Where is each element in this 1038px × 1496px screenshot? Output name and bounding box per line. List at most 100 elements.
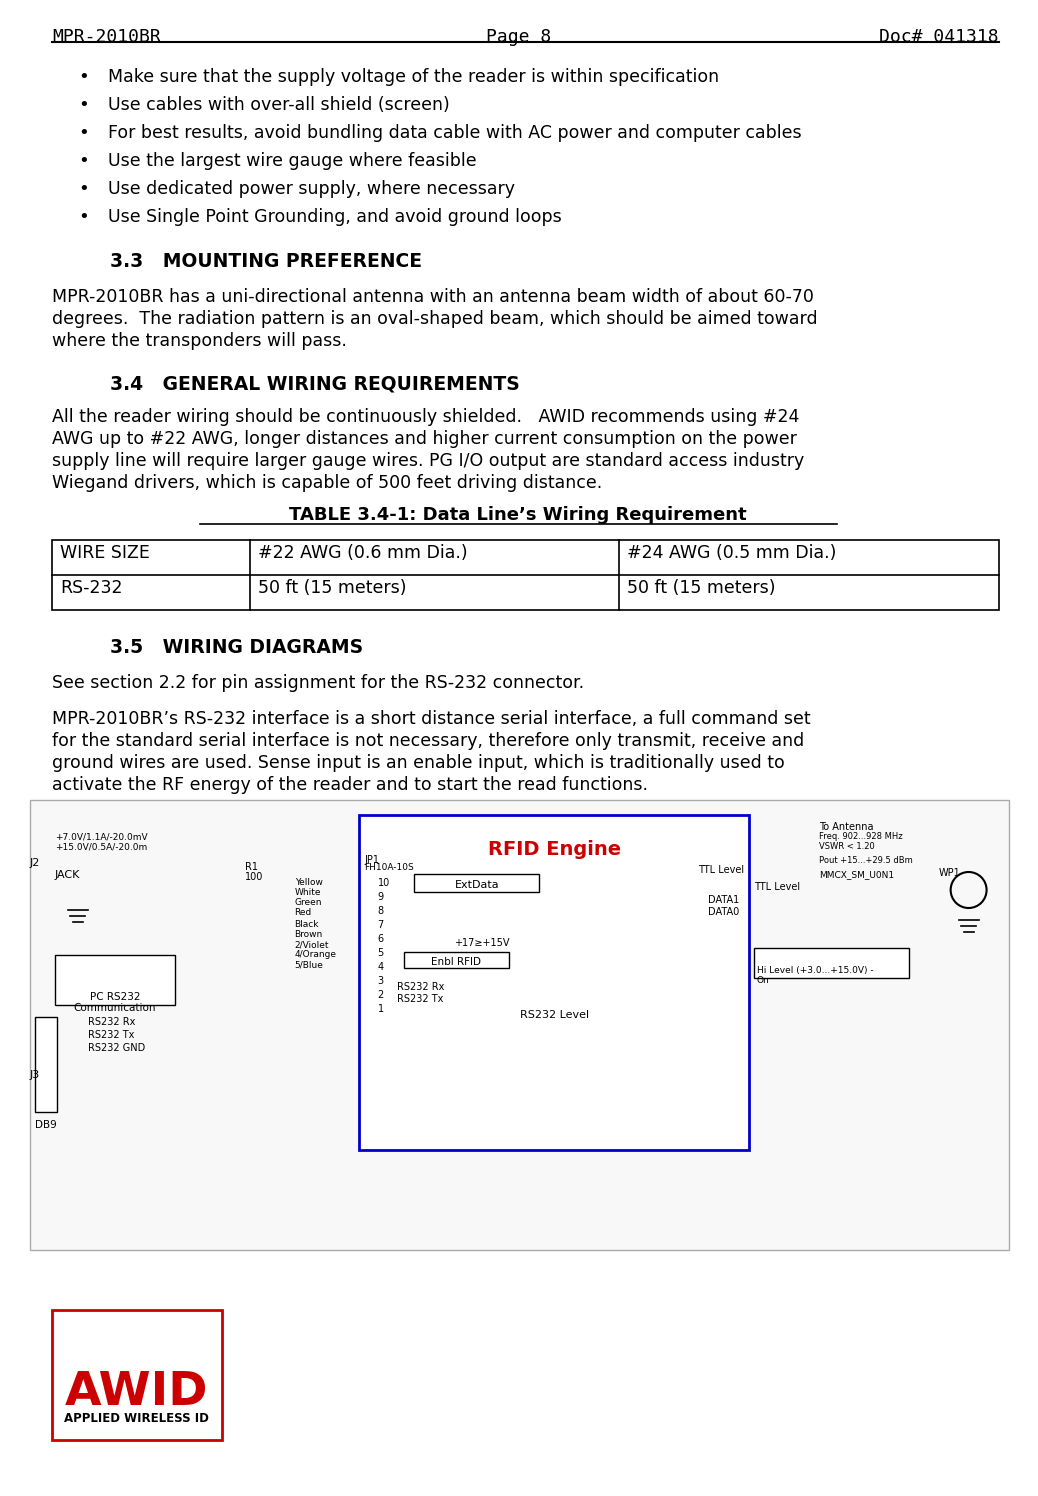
Text: Freq. 902...928 MHz: Freq. 902...928 MHz bbox=[819, 832, 902, 841]
Text: 50 ft (15 meters): 50 ft (15 meters) bbox=[627, 579, 775, 597]
Text: 3.4   GENERAL WIRING REQUIREMENTS: 3.4 GENERAL WIRING REQUIREMENTS bbox=[110, 374, 520, 393]
Bar bbox=[754, 948, 908, 978]
Text: RS232 Level: RS232 Level bbox=[520, 1010, 589, 1020]
Text: •: • bbox=[78, 180, 88, 197]
Text: 5/Blue: 5/Blue bbox=[295, 960, 324, 969]
Text: APPLIED WIRELESS ID: APPLIED WIRELESS ID bbox=[64, 1412, 210, 1426]
Text: See section 2.2 for pin assignment for the RS-232 connector.: See section 2.2 for pin assignment for t… bbox=[52, 675, 584, 693]
Bar bbox=[414, 874, 539, 892]
Text: On: On bbox=[757, 975, 769, 984]
Text: 6: 6 bbox=[378, 934, 384, 944]
Text: 3.5   WIRING DIAGRAMS: 3.5 WIRING DIAGRAMS bbox=[110, 637, 363, 657]
Text: Use the largest wire gauge where feasible: Use the largest wire gauge where feasibl… bbox=[108, 153, 476, 171]
Text: •: • bbox=[78, 208, 88, 226]
Text: Communication: Communication bbox=[74, 1002, 156, 1013]
Text: Use Single Point Grounding, and avoid ground loops: Use Single Point Grounding, and avoid gr… bbox=[108, 208, 562, 226]
Text: RS232 Rx: RS232 Rx bbox=[88, 1017, 135, 1026]
Text: Green: Green bbox=[295, 898, 322, 907]
Text: AWID: AWID bbox=[65, 1370, 209, 1415]
Text: J3: J3 bbox=[30, 1070, 40, 1080]
Text: Doc# 041318: Doc# 041318 bbox=[879, 28, 999, 46]
Text: 1: 1 bbox=[378, 1004, 384, 1014]
Text: 2/Violet: 2/Violet bbox=[295, 939, 329, 948]
Text: •: • bbox=[78, 67, 88, 85]
Text: Yellow: Yellow bbox=[295, 878, 323, 887]
Text: TTL Level: TTL Level bbox=[698, 865, 744, 875]
Text: +7.0V/1.1A/-20.0mV: +7.0V/1.1A/-20.0mV bbox=[55, 832, 147, 841]
Bar bbox=[52, 540, 999, 610]
Text: MMCX_SM_U0N1: MMCX_SM_U0N1 bbox=[819, 871, 894, 880]
Text: 8: 8 bbox=[378, 907, 384, 916]
Text: ground wires are used. Sense input is an enable input, which is traditionally us: ground wires are used. Sense input is an… bbox=[52, 754, 785, 772]
Text: Red: Red bbox=[295, 908, 311, 917]
Text: RS232 Tx: RS232 Tx bbox=[88, 1031, 134, 1040]
Text: 9: 9 bbox=[378, 892, 384, 902]
Text: JACK: JACK bbox=[55, 871, 80, 880]
Text: Wiegand drivers, which is capable of 500 feet driving distance.: Wiegand drivers, which is capable of 500… bbox=[52, 474, 602, 492]
Text: R1: R1 bbox=[245, 862, 257, 872]
Text: ExtData: ExtData bbox=[455, 880, 499, 890]
Text: •: • bbox=[78, 96, 88, 114]
Text: J2: J2 bbox=[30, 859, 40, 868]
Bar bbox=[30, 800, 1009, 1251]
Text: MPR-2010BR: MPR-2010BR bbox=[52, 28, 161, 46]
Text: Enbl RFID: Enbl RFID bbox=[432, 957, 482, 966]
Text: Use cables with over-all shield (screen): Use cables with over-all shield (screen) bbox=[108, 96, 449, 114]
Bar bbox=[35, 1017, 57, 1112]
Text: activate the RF energy of the reader and to start the read functions.: activate the RF energy of the reader and… bbox=[52, 776, 648, 794]
Text: DATA0: DATA0 bbox=[708, 907, 739, 917]
Text: To Antenna: To Antenna bbox=[819, 821, 873, 832]
Text: For best results, avoid bundling data cable with AC power and computer cables: For best results, avoid bundling data ca… bbox=[108, 124, 801, 142]
Text: 7: 7 bbox=[378, 920, 384, 931]
Text: AWG up to #22 AWG, longer distances and higher current consumption on the power: AWG up to #22 AWG, longer distances and … bbox=[52, 429, 797, 447]
Text: where the transponders will pass.: where the transponders will pass. bbox=[52, 332, 347, 350]
Text: White: White bbox=[295, 889, 321, 898]
Text: MPR-2010BR’s RS-232 interface is a short distance serial interface, a full comma: MPR-2010BR’s RS-232 interface is a short… bbox=[52, 711, 811, 729]
Text: DATA1: DATA1 bbox=[708, 895, 739, 905]
Text: JP1: JP1 bbox=[364, 856, 380, 865]
Bar bbox=[359, 815, 749, 1150]
Text: 4: 4 bbox=[378, 962, 384, 972]
Bar bbox=[55, 954, 174, 1005]
Text: Brown: Brown bbox=[295, 931, 323, 939]
Text: •: • bbox=[78, 153, 88, 171]
Text: RS-232: RS-232 bbox=[60, 579, 122, 597]
Text: WIRE SIZE: WIRE SIZE bbox=[60, 545, 149, 562]
Bar bbox=[52, 1310, 222, 1441]
Text: 2: 2 bbox=[378, 990, 384, 999]
Text: TABLE 3.4-1: Data Line’s Wiring Requirement: TABLE 3.4-1: Data Line’s Wiring Requirem… bbox=[290, 506, 747, 524]
Text: 10: 10 bbox=[378, 878, 389, 889]
Text: WP1: WP1 bbox=[938, 868, 960, 878]
Text: •: • bbox=[78, 124, 88, 142]
Text: RS232 GND: RS232 GND bbox=[88, 1043, 145, 1053]
Text: RS232 Tx: RS232 Tx bbox=[398, 993, 444, 1004]
Text: 3: 3 bbox=[378, 975, 384, 986]
Text: #22 AWG (0.6 mm Dia.): #22 AWG (0.6 mm Dia.) bbox=[257, 545, 467, 562]
Text: FH10A-10S: FH10A-10S bbox=[364, 863, 414, 872]
Text: Make sure that the supply voltage of the reader is within specification: Make sure that the supply voltage of the… bbox=[108, 67, 719, 85]
Text: MPR-2010BR has a uni-directional antenna with an antenna beam width of about 60-: MPR-2010BR has a uni-directional antenna… bbox=[52, 289, 814, 307]
Text: DB9: DB9 bbox=[35, 1121, 57, 1129]
Text: for the standard serial interface is not necessary, therefore only transmit, rec: for the standard serial interface is not… bbox=[52, 732, 804, 749]
Text: 3.3   MOUNTING PREFERENCE: 3.3 MOUNTING PREFERENCE bbox=[110, 251, 421, 271]
Text: VSWR < 1.20: VSWR < 1.20 bbox=[819, 842, 875, 851]
Text: #24 AWG (0.5 mm Dia.): #24 AWG (0.5 mm Dia.) bbox=[627, 545, 837, 562]
Text: +17≥+15V: +17≥+15V bbox=[455, 938, 510, 948]
Text: RS232 Rx: RS232 Rx bbox=[398, 981, 445, 992]
Text: 100: 100 bbox=[245, 872, 263, 883]
Text: TTL Level: TTL Level bbox=[754, 883, 800, 892]
Text: 5: 5 bbox=[378, 948, 384, 957]
Text: 50 ft (15 meters): 50 ft (15 meters) bbox=[257, 579, 406, 597]
Text: Hi Level (+3.0...+15.0V) -: Hi Level (+3.0...+15.0V) - bbox=[757, 966, 874, 975]
Text: +15.0V/0.5A/-20.0m: +15.0V/0.5A/-20.0m bbox=[55, 842, 147, 851]
Text: Page 8: Page 8 bbox=[486, 28, 551, 46]
Text: Pout +15...+29.5 dBm: Pout +15...+29.5 dBm bbox=[819, 856, 912, 865]
Text: RFID Engine: RFID Engine bbox=[488, 839, 621, 859]
Text: 4/Orange: 4/Orange bbox=[295, 950, 336, 959]
Text: Black: Black bbox=[295, 920, 319, 929]
Text: degrees.  The radiation pattern is an oval-shaped beam, which should be aimed to: degrees. The radiation pattern is an ova… bbox=[52, 310, 818, 328]
Bar bbox=[405, 951, 510, 968]
Text: All the reader wiring should be continuously shielded.   AWID recommends using #: All the reader wiring should be continuo… bbox=[52, 408, 799, 426]
Text: supply line will require larger gauge wires. PG I/O output are standard access i: supply line will require larger gauge wi… bbox=[52, 452, 804, 470]
Text: Use dedicated power supply, where necessary: Use dedicated power supply, where necess… bbox=[108, 180, 515, 197]
